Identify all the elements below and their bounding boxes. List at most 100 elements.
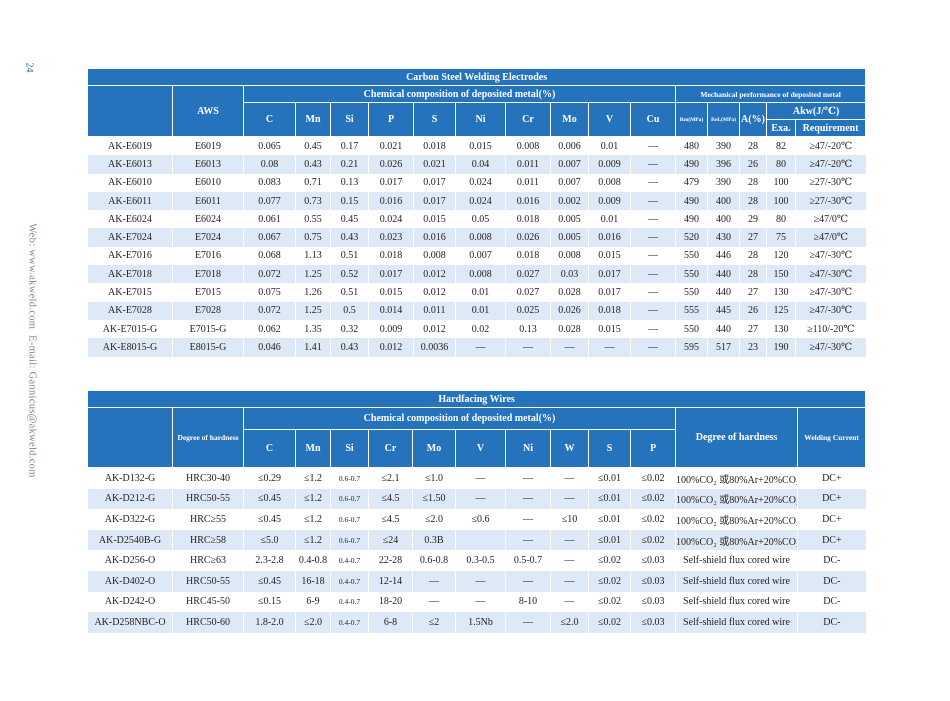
table-cell: 555 bbox=[675, 301, 708, 320]
table-cell: 0.068 bbox=[243, 246, 296, 266]
chemical-header: Chemical composition of deposited metal(… bbox=[243, 85, 676, 103]
table-cell: 0.01 bbox=[455, 301, 506, 320]
table-cell: 550 bbox=[675, 319, 708, 339]
table-cell: 82 bbox=[766, 136, 796, 156]
table-cell: 0.005 bbox=[550, 228, 589, 247]
table-cell: 390 bbox=[707, 136, 740, 156]
element-header: Mn bbox=[295, 102, 331, 137]
table-cell: E7016 bbox=[172, 246, 244, 266]
table-cell: 0.015 bbox=[455, 136, 506, 156]
table-cell: 0.072 bbox=[243, 301, 296, 320]
blank-header bbox=[87, 85, 173, 137]
table-cell: ≤1.0 bbox=[412, 467, 456, 489]
table-cell: 480 bbox=[675, 136, 708, 156]
table-cell: 0.012 bbox=[413, 283, 456, 302]
table-cell: AK-D322-G bbox=[87, 509, 173, 530]
table-cell: AK-E7015-G bbox=[87, 319, 173, 339]
table-cell: 0.015 bbox=[413, 210, 456, 229]
table-cell: 0.009 bbox=[588, 155, 631, 174]
table-cell: 0.43 bbox=[330, 338, 369, 357]
table-cell: 0.017 bbox=[588, 265, 631, 284]
table-cell: DC+ bbox=[796, 509, 866, 530]
table-cell: — bbox=[455, 488, 506, 510]
table-cell: 130 bbox=[766, 319, 796, 339]
table-row: AK-D258NBC-O HRC50-60 1.8-2.0 ≤2.0 0.4-0.7 6-… bbox=[87, 612, 866, 633]
table-row: AK-D256-O HRC≥63 2.3-2.8 0.4-0.8 0.4-0.7 22-2… bbox=[87, 550, 866, 571]
table-cell: 26 bbox=[739, 155, 767, 174]
table-cell: 0.4-0.7 bbox=[330, 591, 369, 613]
table-cell: Self-shield flux cored wire bbox=[675, 570, 798, 592]
table-cell: E7015 bbox=[172, 283, 244, 302]
table-cell: E7015-G bbox=[172, 319, 244, 339]
table-cell: 0.51 bbox=[330, 246, 369, 266]
table-cell: 80 bbox=[766, 155, 796, 174]
table-cell: 0.007 bbox=[550, 155, 589, 174]
table-cell: 27 bbox=[739, 283, 767, 302]
table-cell: 0.016 bbox=[368, 191, 414, 211]
table-cell: ≤0.03 bbox=[630, 550, 676, 571]
table-cell: — bbox=[630, 191, 676, 211]
table-cell: 0.017 bbox=[413, 191, 456, 211]
table-cell: 26 bbox=[739, 301, 767, 320]
table-cell: 0.51 bbox=[330, 283, 369, 302]
table-cell: 18-20 bbox=[368, 591, 413, 613]
table-cell: — bbox=[505, 488, 551, 510]
table-cell: — bbox=[630, 338, 676, 357]
table-cell: 0.52 bbox=[330, 265, 369, 284]
element-header: V bbox=[588, 102, 631, 137]
table-row: AK-E7028 E7028 0.072 1.25 0.5 0.014 0.011 0.01 0… bbox=[87, 301, 866, 320]
element-header: Mn bbox=[295, 429, 331, 468]
table-cell: 0.01 bbox=[455, 283, 506, 302]
table-cell: 0.018 bbox=[588, 301, 631, 320]
element-header: Mo bbox=[412, 429, 456, 468]
table-cell: 0.012 bbox=[413, 265, 456, 284]
table-cell: ≤0.02 bbox=[588, 570, 631, 592]
table-cell: ≤0.02 bbox=[630, 509, 676, 530]
table-cell: 0.01 bbox=[588, 136, 631, 156]
table-cell: 80 bbox=[766, 210, 796, 229]
table-cell: 28 bbox=[739, 191, 767, 211]
table-cell: ≤0.02 bbox=[630, 529, 676, 551]
table-cell: AK-E7018 bbox=[87, 265, 173, 284]
table-cell: ≥27/-30℃ bbox=[794, 191, 866, 211]
table-cell: 0.016 bbox=[588, 228, 631, 247]
table-cell: 0.021 bbox=[368, 136, 414, 156]
table-cell: 0.13 bbox=[505, 319, 551, 339]
table-cell: — bbox=[630, 319, 676, 339]
table-row: AK-E7015 E7015 0.075 1.26 0.51 0.015 0.012 0.01… bbox=[87, 283, 866, 302]
table-cell: ≤1.2 bbox=[295, 509, 331, 530]
table-cell: 0.018 bbox=[413, 136, 456, 156]
table-cell: 6-9 bbox=[295, 591, 331, 613]
table-cell: 0.3B bbox=[412, 529, 456, 551]
table-cell: — bbox=[550, 550, 589, 571]
table-cell: 1.5Nb bbox=[455, 612, 506, 633]
table-cell: 440 bbox=[707, 265, 740, 284]
table-cell: 8-10 bbox=[505, 591, 551, 613]
table-cell: E8015-G bbox=[172, 338, 244, 357]
element-header: C bbox=[243, 429, 296, 468]
chemical-header: Chemical composition of deposited metal(… bbox=[243, 407, 676, 430]
table-cell: 550 bbox=[675, 265, 708, 284]
table-cell: — bbox=[550, 338, 589, 357]
table-cell: ≥47/-30℃ bbox=[794, 301, 866, 320]
table-cell: — bbox=[630, 246, 676, 266]
table-cell: 6-8 bbox=[368, 612, 413, 633]
table-cell: — bbox=[630, 301, 676, 320]
table-cell: E6013 bbox=[172, 155, 244, 174]
table-row: AK-E7024 E7024 0.067 0.75 0.43 0.023 0.016 0.00… bbox=[87, 228, 866, 247]
table-cell: 490 bbox=[675, 191, 708, 211]
table-cell: ≥47/-20℃ bbox=[794, 155, 866, 174]
table-cell: ≥47/-20℃ bbox=[794, 136, 866, 156]
table-cell: 0.018 bbox=[505, 246, 551, 266]
table-cell: 12-14 bbox=[368, 570, 413, 592]
table-cell: AK-E6019 bbox=[87, 136, 173, 156]
table-cell: 0.3-0.5 bbox=[455, 550, 506, 571]
element-header: Si bbox=[330, 429, 369, 468]
table-cell: — bbox=[505, 570, 551, 592]
table-cell: ≤0.45 bbox=[243, 570, 296, 592]
table-cell: 0.008 bbox=[455, 265, 506, 284]
table-cell: 100%CO₂ 或80%Ar+20%CO₂ bbox=[675, 488, 798, 510]
table-row: AK-D212-G HRC50-55 ≤0.45 ≤1.2 0.6-0.7 ≤4.5 ≤1.… bbox=[87, 488, 866, 510]
table-cell: 0.018 bbox=[505, 210, 551, 229]
